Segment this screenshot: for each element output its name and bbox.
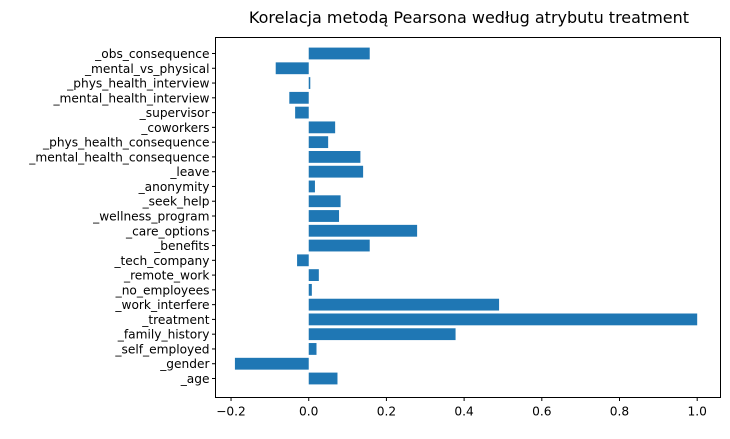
- y-tick-label: _family_history: [117, 328, 210, 342]
- bar-family-history: [308, 328, 456, 341]
- y-tick-label: _anonymity: [138, 180, 210, 194]
- y-tick-label: _obs_consequence: [94, 47, 209, 61]
- bar-tech-company: [297, 254, 309, 267]
- bar-leave: [308, 165, 364, 178]
- bar-supervisor: [295, 106, 309, 119]
- y-tick-label: _no_employees: [115, 283, 210, 297]
- bar-mental-health-consequence: [308, 151, 361, 163]
- bar-anonymity: [308, 180, 315, 193]
- bar-benefits: [308, 239, 370, 252]
- bar-self-employed: [308, 343, 317, 355]
- y-tick-label: _remote_work: [123, 269, 210, 283]
- y-tick-label: _care_options: [125, 224, 210, 238]
- chart-title: Korelacja metodą Pearsona według atrybut…: [249, 8, 689, 27]
- bar-phys-health-consequence: [308, 136, 329, 149]
- y-tick-label: _tech_company: [113, 254, 209, 268]
- bar-care-options: [308, 224, 418, 237]
- y-tick-label: _mental_health_interview: [52, 91, 209, 105]
- bar-remote-work: [308, 269, 319, 281]
- x-tick-label: 0.0: [299, 405, 318, 419]
- y-tick-label: _leave: [169, 165, 209, 179]
- plot-frame: [215, 37, 721, 398]
- y-tick-label: _wellness_program: [92, 210, 209, 224]
- y-tick-label: _work_interfere: [114, 298, 209, 312]
- bar-mental-vs-physical: [275, 62, 309, 75]
- y-tick-label: _phys_health_interview: [66, 77, 209, 91]
- x-tick-label: 1.0: [687, 405, 706, 419]
- y-tick-label: _supervisor: [139, 106, 211, 120]
- y-tick-label: _gender: [159, 357, 210, 371]
- x-tick-label: 0.8: [610, 405, 629, 419]
- bar-obs-consequence: [308, 47, 370, 60]
- x-tick-label: 0.2: [377, 405, 396, 419]
- bar-mental-health-interview: [289, 91, 309, 104]
- bar-no-employees: [308, 283, 312, 296]
- x-tick-label: −0.2: [216, 405, 246, 419]
- bar-phys-health-interview: [308, 77, 311, 89]
- y-tick-label: _seek_help: [142, 195, 210, 209]
- bar-seek-help: [308, 195, 341, 208]
- bar-treatment: [308, 313, 698, 326]
- y-tick-label: _coworkers: [140, 121, 209, 135]
- y-tick-label: _age: [180, 372, 210, 386]
- bar-work-interfere: [308, 298, 500, 311]
- y-tick-label: _phys_health_consequence: [42, 136, 210, 150]
- y-tick-label: _self_employed: [114, 342, 209, 356]
- y-tick-label: _mental_health_consequence: [28, 150, 209, 164]
- x-tick-label: 0.4: [454, 405, 474, 419]
- bar-wellness-program: [308, 210, 340, 222]
- bar-gender: [234, 357, 309, 370]
- bar-age: [308, 372, 338, 385]
- y-tick-label: _treatment: [141, 313, 209, 327]
- bar-coworkers: [308, 121, 336, 134]
- y-tick-label: _mental_vs_physical: [84, 62, 210, 76]
- y-tick-label: _benefits: [153, 239, 209, 253]
- x-tick-label: 0.6: [532, 405, 551, 419]
